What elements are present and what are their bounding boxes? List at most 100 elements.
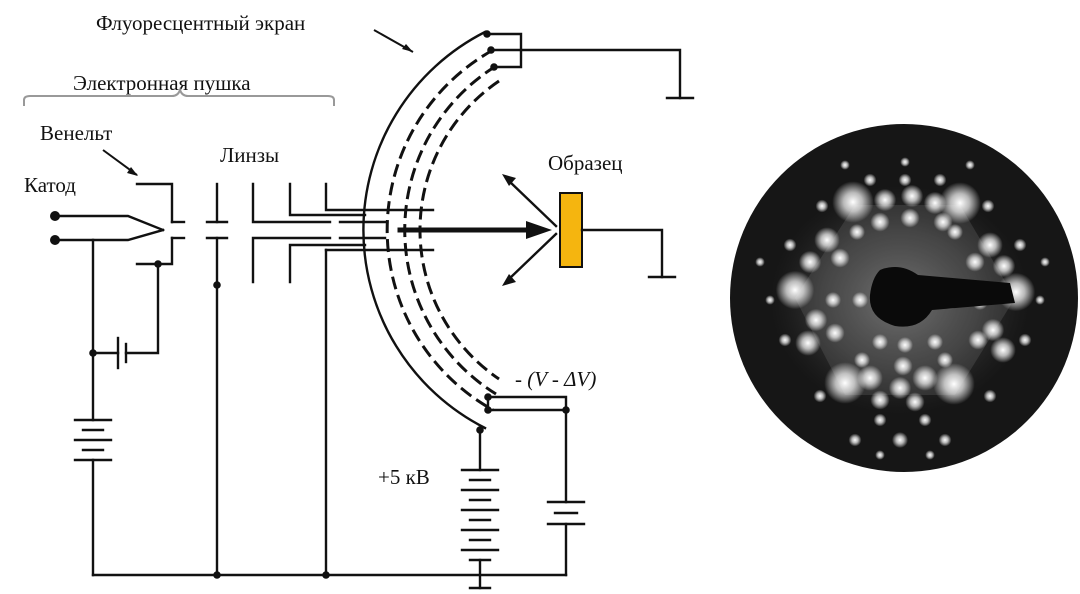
diffraction-spot xyxy=(900,208,920,228)
diffraction-spot xyxy=(965,160,975,170)
diffraction-spot xyxy=(992,254,1016,278)
lens-3 xyxy=(288,182,367,284)
high-voltage-battery xyxy=(460,428,500,590)
diffracted-beam-down-head xyxy=(502,274,516,286)
label-pointers xyxy=(102,29,414,176)
diffraction-spot xyxy=(898,173,912,187)
diffraction-spot xyxy=(983,389,997,403)
diffraction-spot xyxy=(933,173,947,187)
diffraction-spot xyxy=(1018,333,1032,347)
diffraction-spot xyxy=(947,224,963,240)
high-voltage-label: +5 кВ xyxy=(378,465,430,489)
drift-tube-top xyxy=(324,182,435,212)
wehnelt xyxy=(135,182,186,266)
diffraction-pattern xyxy=(730,124,1078,472)
diffraction-spot xyxy=(840,160,850,170)
diffraction-spot xyxy=(755,257,765,267)
diffracted-beam-up-head xyxy=(502,174,516,186)
beam-arrowhead xyxy=(526,221,552,239)
diffracted-beams xyxy=(502,174,558,286)
diffraction-spot xyxy=(825,292,841,308)
grid-ground-wiring xyxy=(483,30,695,100)
diffraction-spot xyxy=(900,184,924,208)
diffraction-spot xyxy=(981,199,995,213)
lenses-label: Линзы xyxy=(220,143,279,167)
diffraction-spot xyxy=(923,191,947,215)
lens-3-top xyxy=(288,182,367,217)
diffraction-spot xyxy=(854,352,870,368)
diffraction-spot xyxy=(857,365,883,391)
diffraction-spot xyxy=(832,181,874,223)
gun-label: Электронная пушка xyxy=(73,71,251,95)
diffraction-spot xyxy=(848,433,862,447)
screen-label: Флуоресцентный экран xyxy=(96,11,305,35)
grid-bias-wire xyxy=(486,395,568,412)
beam-shadow xyxy=(869,266,1015,327)
diffraction-spot xyxy=(778,333,792,347)
diffraction-spot xyxy=(873,188,897,212)
lens-1 xyxy=(205,182,229,287)
diffraction-spot xyxy=(888,376,912,400)
diffraction-spot xyxy=(1040,257,1050,267)
diffraction-spot xyxy=(893,356,913,376)
diffraction-spot xyxy=(927,334,943,350)
diffraction-spot xyxy=(977,232,1003,258)
diffraction-spot xyxy=(814,227,840,253)
filament-bottom xyxy=(53,228,165,242)
wehnelt-pointer-head xyxy=(127,167,138,176)
wehnelt-link-wire xyxy=(124,262,160,355)
diffraction-spot xyxy=(870,212,890,232)
diffraction-spot xyxy=(925,450,935,460)
grid-ground-line xyxy=(519,48,682,100)
diffraction-spot xyxy=(968,330,988,350)
diffraction-spot xyxy=(825,323,845,343)
sample-ground xyxy=(580,228,677,279)
lens-1-node xyxy=(213,281,221,289)
diffraction-spot xyxy=(1035,295,1045,305)
diffraction-spot xyxy=(938,433,952,447)
diffraction-spot xyxy=(852,292,868,308)
diffraction-spot xyxy=(870,390,890,410)
filament-top xyxy=(53,214,165,232)
diffraction-spot xyxy=(873,413,887,427)
diffraction-spot xyxy=(933,212,953,232)
diffraction-spot xyxy=(981,318,1005,342)
diffraction-spot xyxy=(813,389,827,403)
diffraction-spot xyxy=(937,352,953,368)
sample-label: Образец xyxy=(548,151,623,175)
wehnelt-label: Венельт xyxy=(40,121,112,145)
diffracted-beam-down xyxy=(508,232,558,280)
diffracted-beam-up xyxy=(508,180,558,228)
lens-2 xyxy=(251,182,332,284)
diffraction-spot xyxy=(795,330,821,356)
diffraction-spot xyxy=(804,308,828,332)
diffraction-spot xyxy=(872,334,888,350)
diffraction-spot xyxy=(933,363,975,405)
gun-brace xyxy=(23,86,335,106)
diffraction-spot xyxy=(918,413,932,427)
diffraction-spot xyxy=(830,248,850,268)
retard-voltage-label: - (V - ΔV) xyxy=(515,367,596,391)
wehnelt-top xyxy=(135,182,174,224)
cathode xyxy=(50,211,165,245)
hv-cells xyxy=(460,468,500,562)
grid-arc-1 xyxy=(385,48,494,412)
electron-beam xyxy=(397,221,552,239)
screen-arc xyxy=(362,30,487,430)
diffraction-spot xyxy=(765,295,775,305)
diffraction-spot xyxy=(824,362,866,404)
diffraction-spot xyxy=(900,157,910,167)
sample xyxy=(559,192,583,268)
diffraction-spot xyxy=(905,392,925,412)
wehnelt-bottom xyxy=(135,236,174,266)
diffraction-spot xyxy=(892,432,908,448)
gun-wiring xyxy=(73,238,568,579)
drift-tube xyxy=(324,182,435,252)
diffraction-spot xyxy=(815,199,829,213)
lens-2-bottom xyxy=(251,236,332,284)
fluorescent-screen xyxy=(362,30,487,430)
grid-bias-wiring xyxy=(476,393,586,577)
diffraction-spot xyxy=(775,270,815,310)
diffraction-spot xyxy=(912,365,938,391)
